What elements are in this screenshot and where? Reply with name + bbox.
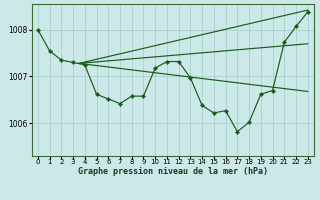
- X-axis label: Graphe pression niveau de la mer (hPa): Graphe pression niveau de la mer (hPa): [78, 167, 268, 176]
